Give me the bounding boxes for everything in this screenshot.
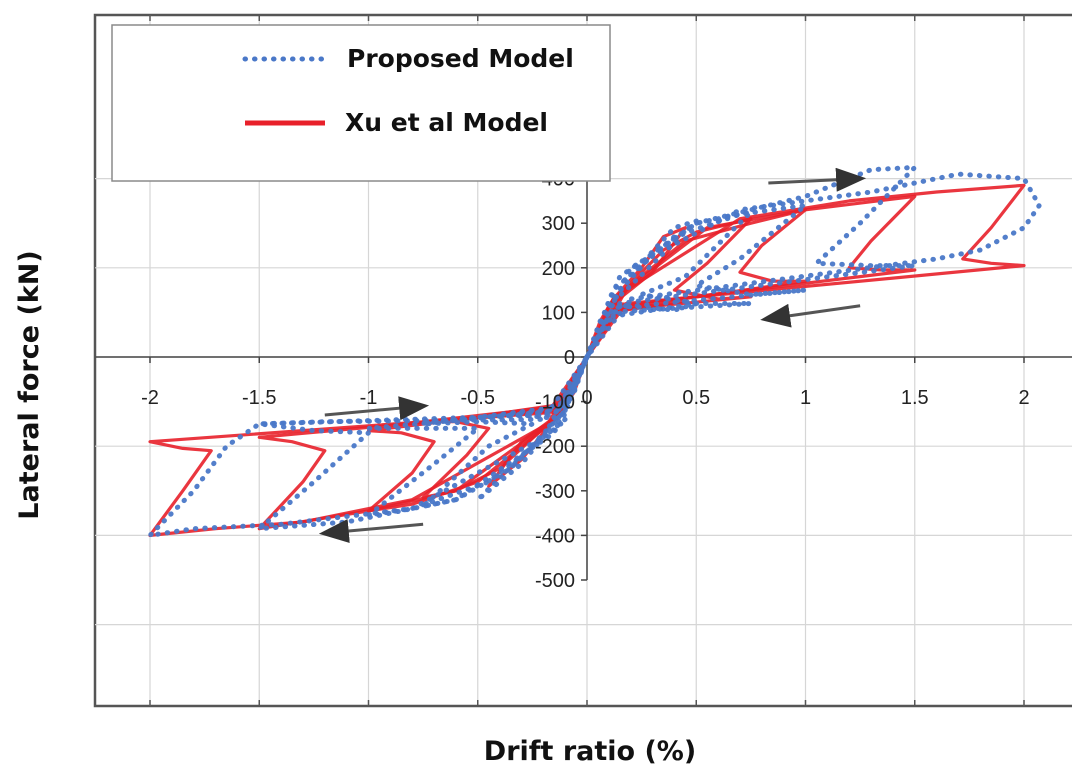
x-tick-label: 0.5 — [682, 387, 710, 409]
y-tick-label: 300 — [542, 213, 575, 235]
legend-label-proposed-model: Proposed Model — [347, 44, 574, 73]
y-axis-title: Lateral force (kN) — [14, 250, 45, 519]
direction-arrow-2 — [760, 303, 861, 328]
series-group — [147, 164, 1042, 538]
y-tick-label: -400 — [535, 525, 575, 547]
x-tick-label: -0.5 — [461, 387, 495, 409]
y-tick-label: -100 — [535, 392, 575, 414]
y-tick-label: 200 — [542, 258, 575, 280]
legend-box — [111, 24, 611, 182]
x-tick-label: 1.5 — [901, 387, 929, 409]
y-tick-label: -300 — [535, 481, 575, 503]
axes — [95, 174, 1072, 581]
legend: Proposed Model Xu et al Model — [111, 24, 611, 182]
direction-arrows — [318, 167, 867, 543]
y-tick-label: 0 — [564, 347, 575, 369]
direction-arrow-3 — [324, 396, 430, 421]
y-tick-label: 100 — [542, 302, 575, 324]
series-proposed-model-loop-4 — [256, 164, 918, 532]
y-tick-label: -200 — [535, 436, 575, 458]
x-tick-label: 0 — [581, 387, 592, 409]
x-axis-title: Drift ratio (%) — [484, 736, 696, 767]
tick-labels: -2-1.5-1-0.500.511.524003002001000-100-2… — [141, 169, 1029, 592]
x-tick-label: 2 — [1018, 387, 1029, 409]
direction-arrow-4 — [318, 519, 424, 543]
x-tick-label: 1 — [800, 387, 811, 409]
y-tick-label: -500 — [535, 570, 575, 592]
x-tick-label: -2 — [141, 387, 159, 409]
direction-arrow-1 — [768, 167, 867, 192]
x-tick-label: -1 — [360, 387, 378, 409]
legend-label-xu-et-al-model: Xu et al Model — [345, 108, 548, 137]
series-proposed-model-loop-5 — [147, 171, 1042, 538]
x-tick-label: -1.5 — [242, 387, 276, 409]
